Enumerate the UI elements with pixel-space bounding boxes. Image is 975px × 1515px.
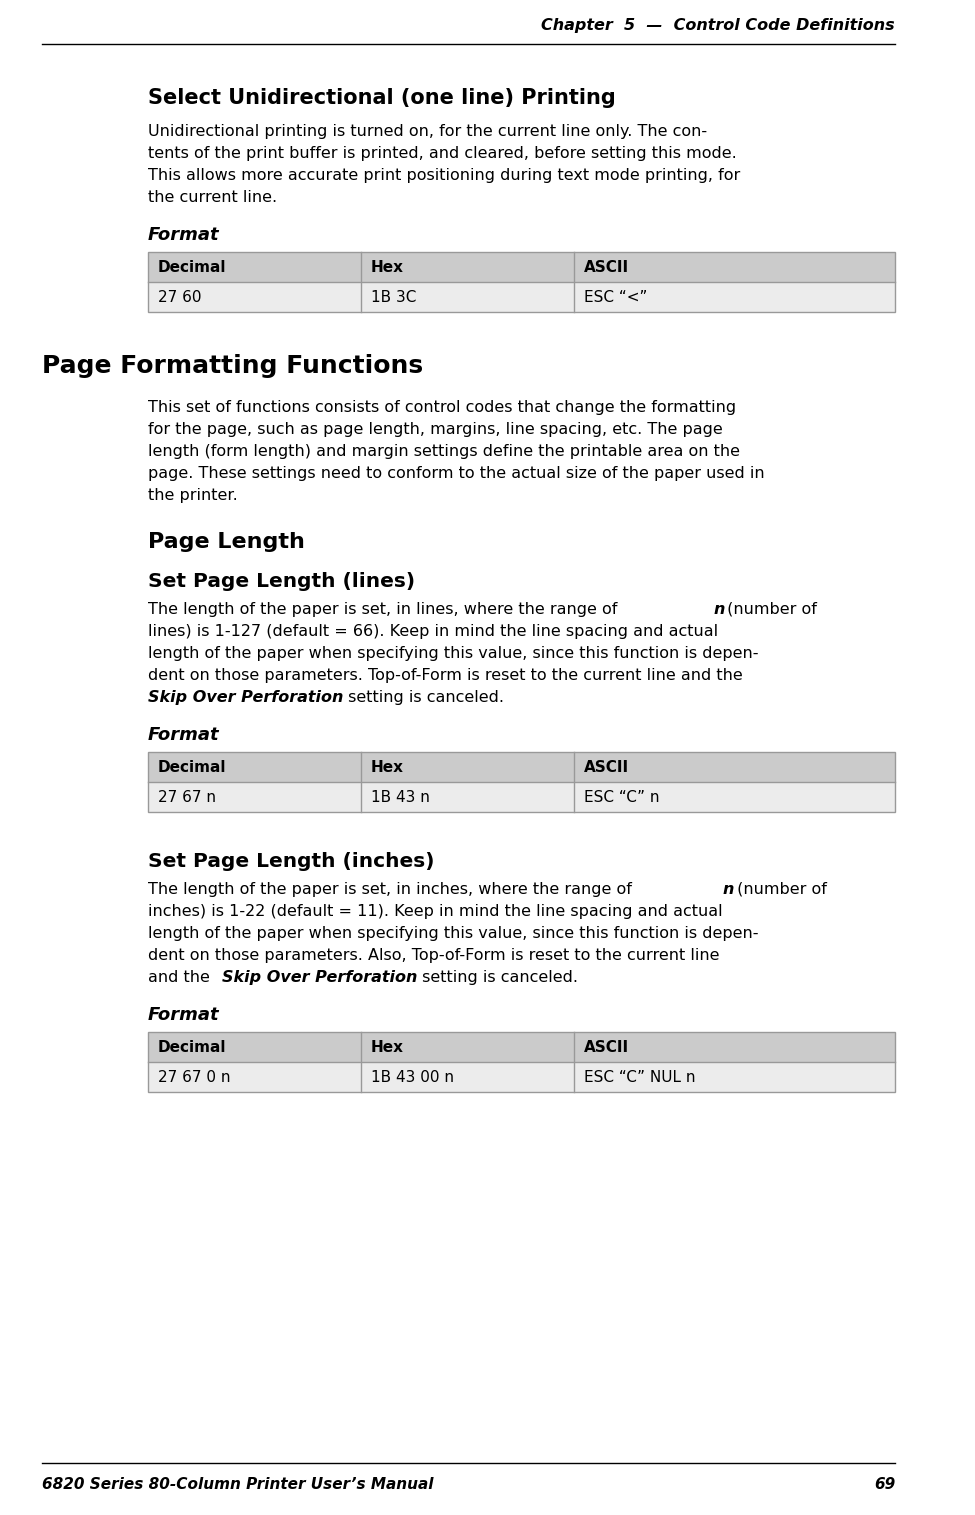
Text: Skip Over Perforation: Skip Over Perforation (148, 689, 343, 704)
Text: The length of the paper is set, in lines, where the range of: The length of the paper is set, in lines… (148, 601, 622, 617)
Text: the printer.: the printer. (148, 488, 238, 503)
Text: Page Formatting Functions: Page Formatting Functions (42, 355, 423, 379)
Bar (148, 1062, 895, 1092)
Text: (number of: (number of (722, 601, 817, 617)
Bar (148, 751, 895, 782)
Text: This set of functions consists of control codes that change the formatting: This set of functions consists of contro… (148, 400, 736, 415)
Text: ASCII: ASCII (584, 259, 629, 274)
Text: Set Page Length (lines): Set Page Length (lines) (148, 573, 415, 591)
Text: ASCII: ASCII (584, 1039, 629, 1054)
Text: tents of the print buffer is printed, and cleared, before setting this mode.: tents of the print buffer is printed, an… (148, 145, 737, 161)
Text: Unidirectional printing is turned on, for the current line only. The con-: Unidirectional printing is turned on, fo… (148, 124, 707, 139)
Text: dent on those parameters. Top-of-Form is reset to the current line and the: dent on those parameters. Top-of-Form is… (148, 668, 743, 683)
Text: Page Length: Page Length (148, 532, 305, 551)
Text: Hex: Hex (370, 259, 404, 274)
Bar (148, 251, 895, 282)
Text: Hex: Hex (370, 759, 404, 774)
Text: 27 67 0 n: 27 67 0 n (158, 1070, 230, 1085)
Text: length of the paper when specifying this value, since this function is depen-: length of the paper when specifying this… (148, 645, 759, 661)
Text: setting is canceled.: setting is canceled. (342, 689, 503, 704)
Text: lines) is 1-127 (default = 66). Keep in mind the line spacing and actual: lines) is 1-127 (default = 66). Keep in … (148, 624, 719, 639)
Text: for the page, such as page length, margins, line spacing, etc. The page: for the page, such as page length, margi… (148, 423, 722, 436)
Text: page. These settings need to conform to the actual size of the paper used in: page. These settings need to conform to … (148, 467, 764, 480)
Text: the current line.: the current line. (148, 189, 277, 205)
Text: setting is canceled.: setting is canceled. (416, 970, 577, 985)
Text: 27 60: 27 60 (158, 289, 202, 305)
Text: Decimal: Decimal (158, 1039, 226, 1054)
Text: Decimal: Decimal (158, 759, 226, 774)
Text: n: n (722, 882, 734, 897)
Text: This allows more accurate print positioning during text mode printing, for: This allows more accurate print position… (148, 168, 740, 183)
Text: Select Unidirectional (one line) Printing: Select Unidirectional (one line) Printin… (148, 88, 616, 108)
Text: ESC “C” n: ESC “C” n (584, 789, 659, 804)
Text: Format: Format (148, 1006, 219, 1024)
Text: 27 67 n: 27 67 n (158, 789, 216, 804)
Text: Format: Format (148, 226, 219, 244)
Text: ASCII: ASCII (584, 759, 629, 774)
Text: Decimal: Decimal (158, 259, 226, 274)
Text: Skip Over Perforation: Skip Over Perforation (222, 970, 417, 985)
Text: 69: 69 (874, 1477, 895, 1492)
Text: Chapter  5  —  Control Code Definitions: Chapter 5 — Control Code Definitions (541, 18, 895, 33)
Text: length (form length) and margin settings define the printable area on the: length (form length) and margin settings… (148, 444, 740, 459)
Text: (number of: (number of (731, 882, 827, 897)
Text: and the: and the (148, 970, 215, 985)
Text: 1B 43 00 n: 1B 43 00 n (370, 1070, 454, 1085)
Text: 6820 Series 80-Column Printer User’s Manual: 6820 Series 80-Column Printer User’s Man… (42, 1477, 434, 1492)
Bar (148, 782, 895, 812)
Text: ESC “C” NUL n: ESC “C” NUL n (584, 1070, 695, 1085)
Text: Format: Format (148, 726, 219, 744)
Text: n: n (713, 601, 724, 617)
Text: dent on those parameters. Also, Top-of-Form is reset to the current line: dent on those parameters. Also, Top-of-F… (148, 948, 720, 964)
Bar (148, 751, 895, 812)
Text: ESC “<”: ESC “<” (584, 289, 647, 305)
Bar (148, 1032, 895, 1092)
Text: Set Page Length (inches): Set Page Length (inches) (148, 851, 435, 871)
Text: 1B 43 n: 1B 43 n (370, 789, 430, 804)
Text: 1B 3C: 1B 3C (370, 289, 416, 305)
Bar (148, 1032, 895, 1062)
Text: inches) is 1-22 (default = 11). Keep in mind the line spacing and actual: inches) is 1-22 (default = 11). Keep in … (148, 904, 722, 920)
Text: length of the paper when specifying this value, since this function is depen-: length of the paper when specifying this… (148, 926, 759, 941)
Bar (148, 282, 895, 312)
Bar (148, 251, 895, 312)
Text: The length of the paper is set, in inches, where the range of: The length of the paper is set, in inche… (148, 882, 637, 897)
Text: Hex: Hex (370, 1039, 404, 1054)
